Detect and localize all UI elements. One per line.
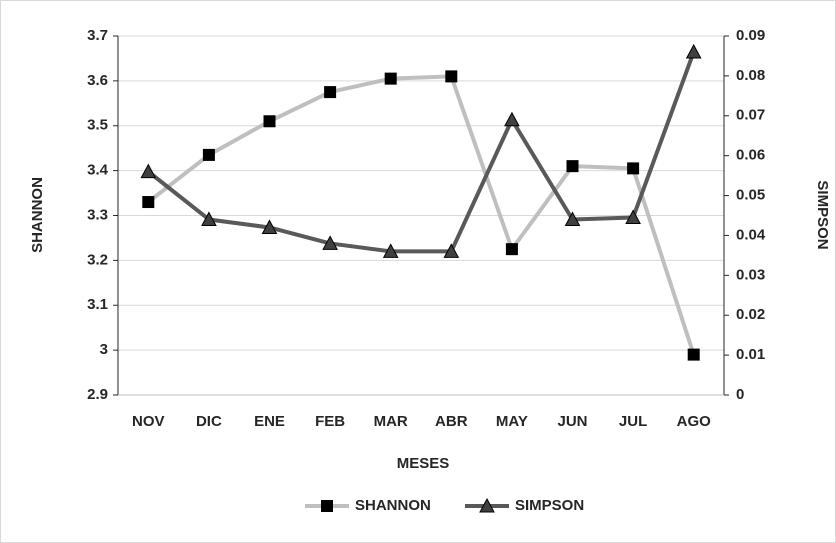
- y2-tick-label: 0.07: [736, 107, 765, 124]
- data-point: [263, 115, 276, 128]
- x-tick-label: JUN: [557, 413, 587, 430]
- legend-label: SHANNON: [355, 497, 431, 514]
- y2-tick-label: 0.01: [736, 346, 765, 363]
- data-point: [566, 160, 579, 173]
- y2-tick-label: 0.09: [736, 27, 765, 44]
- data-point: [504, 111, 520, 127]
- x-tick-label: MAR: [374, 413, 408, 430]
- y2-axis-title: SIMPSON: [814, 180, 831, 249]
- data-point: [625, 209, 641, 224]
- y2-tick-label: 0.04: [736, 226, 766, 243]
- data-point: [627, 162, 640, 175]
- y-tick-label: 3.3: [87, 206, 108, 223]
- x-tick-label: JUL: [619, 413, 647, 430]
- y-tick-label: 3.5: [87, 117, 108, 134]
- y-tick-label: 2.9: [87, 386, 108, 403]
- data-point: [445, 70, 458, 83]
- data-point: [261, 219, 278, 234]
- y-tick-label: 3.7: [87, 27, 108, 44]
- data-point: [564, 211, 581, 226]
- legend-marker: [479, 497, 495, 513]
- data-point: [322, 235, 338, 250]
- data-point: [384, 72, 397, 85]
- x-tick-label: NOV: [132, 413, 165, 430]
- y-tick-label: 3: [100, 341, 108, 358]
- y-tick-label: 3.2: [87, 251, 108, 268]
- x-tick-label: FEB: [315, 413, 345, 430]
- x-tick-label: DIC: [196, 413, 222, 430]
- x-axis-title: MESES: [397, 455, 450, 472]
- data-point: [687, 348, 700, 361]
- x-tick-label: MAY: [496, 413, 528, 430]
- data-point: [382, 243, 399, 258]
- x-tick-label: AGO: [677, 413, 712, 430]
- data-point: [505, 243, 518, 256]
- y2-tick-label: 0.05: [736, 187, 765, 204]
- x-tick-label: ABR: [435, 413, 468, 430]
- data-point: [142, 196, 155, 209]
- data-point: [443, 243, 460, 258]
- y2-tick-label: 0.06: [736, 147, 765, 164]
- legend-marker: [321, 500, 333, 512]
- series-line: [147, 74, 696, 356]
- y2-tick-label: 0.02: [736, 306, 765, 323]
- y-tick-label: 3.6: [87, 72, 108, 89]
- data-point: [685, 43, 702, 59]
- data-point: [202, 148, 215, 161]
- y-tick-label: 3.1: [87, 296, 108, 313]
- data-point: [140, 163, 157, 179]
- y2-tick-label: 0.08: [736, 67, 765, 84]
- data-point: [201, 211, 217, 226]
- series-line: [147, 51, 696, 254]
- legend-label: SIMPSON: [515, 497, 584, 514]
- y2-tick-label: 0: [736, 386, 744, 403]
- x-tick-label: ENE: [254, 413, 285, 430]
- y-tick-label: 3.4: [87, 162, 109, 179]
- y-axis-title: SHANNON: [29, 177, 46, 253]
- y2-tick-label: 0.03: [736, 266, 765, 283]
- data-point: [324, 86, 337, 99]
